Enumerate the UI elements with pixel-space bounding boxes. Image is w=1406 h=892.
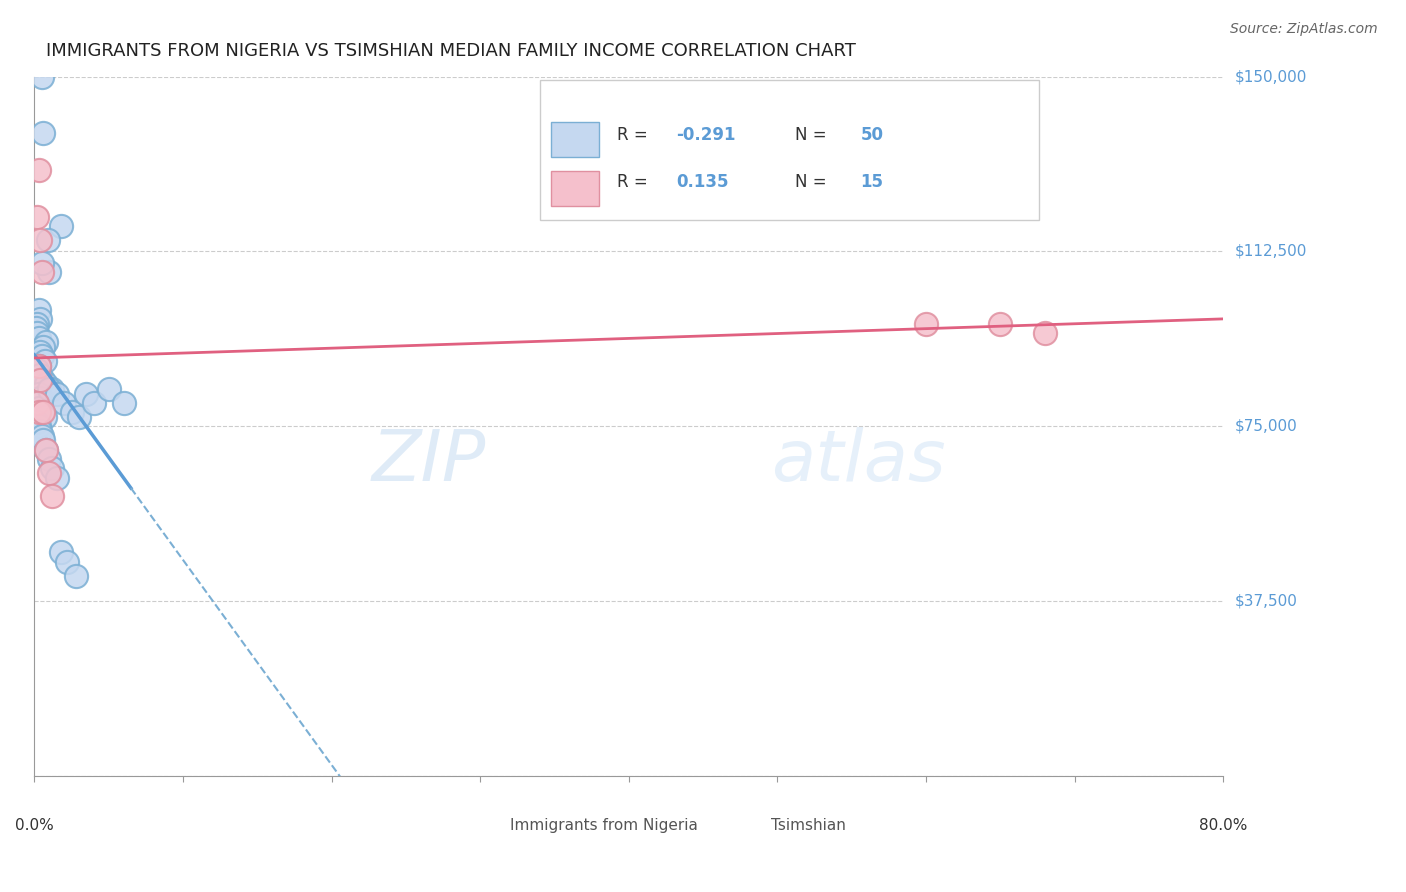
Point xyxy=(31,70,53,84)
Text: Immigrants from Nigeria: Immigrants from Nigeria xyxy=(510,818,697,832)
Text: $75,000: $75,000 xyxy=(1234,419,1296,434)
Text: $112,500: $112,500 xyxy=(1234,244,1306,259)
Point xyxy=(45,471,67,485)
Point xyxy=(38,265,60,279)
Text: R =: R = xyxy=(617,126,652,144)
Text: $150,000: $150,000 xyxy=(1234,69,1306,84)
Point xyxy=(35,335,58,350)
Point xyxy=(28,162,51,177)
Point xyxy=(56,555,79,569)
Point xyxy=(28,359,51,373)
Text: -0.291: -0.291 xyxy=(676,126,735,144)
Point xyxy=(65,568,87,582)
Point xyxy=(28,419,51,434)
Point xyxy=(41,382,63,396)
Point xyxy=(28,405,51,419)
Point xyxy=(27,415,49,429)
Text: ZIP: ZIP xyxy=(371,427,486,496)
Point xyxy=(32,373,55,387)
Point xyxy=(45,386,67,401)
Point xyxy=(30,312,52,326)
Point xyxy=(31,405,53,419)
FancyBboxPatch shape xyxy=(540,80,1039,220)
Point xyxy=(988,317,1011,331)
Point xyxy=(31,256,53,270)
Point xyxy=(67,410,90,425)
Text: 80.0%: 80.0% xyxy=(1199,818,1247,833)
Text: $37,500: $37,500 xyxy=(1234,594,1298,609)
FancyBboxPatch shape xyxy=(700,811,748,839)
Point xyxy=(27,363,49,377)
Text: 15: 15 xyxy=(860,172,883,191)
Point xyxy=(27,396,49,410)
Text: atlas: atlas xyxy=(772,427,946,496)
Point xyxy=(97,382,120,396)
Point xyxy=(25,321,48,335)
Point xyxy=(38,382,60,396)
Point xyxy=(28,401,51,415)
Point xyxy=(75,386,97,401)
Point xyxy=(30,344,52,359)
Text: 0.0%: 0.0% xyxy=(15,818,53,833)
Point xyxy=(32,340,55,354)
Point xyxy=(915,317,938,331)
Point xyxy=(35,442,58,457)
Point xyxy=(1033,326,1056,340)
Point xyxy=(31,265,53,279)
Point xyxy=(38,452,60,467)
Text: Tsimshian: Tsimshian xyxy=(772,818,846,832)
Text: N =: N = xyxy=(796,126,832,144)
Point xyxy=(27,326,49,340)
Point xyxy=(41,461,63,475)
Point xyxy=(30,373,52,387)
Point xyxy=(34,410,56,425)
Point xyxy=(112,396,135,410)
Text: IMMIGRANTS FROM NIGERIA VS TSIMSHIAN MEDIAN FAMILY INCOME CORRELATION CHART: IMMIGRANTS FROM NIGERIA VS TSIMSHIAN MED… xyxy=(46,42,856,60)
Point xyxy=(28,331,51,345)
Point xyxy=(28,386,51,401)
Point xyxy=(38,466,60,480)
Point xyxy=(32,126,55,140)
Point xyxy=(53,396,76,410)
Point xyxy=(60,405,83,419)
Point xyxy=(49,545,72,559)
Point xyxy=(30,392,52,406)
Text: 0.135: 0.135 xyxy=(676,172,728,191)
Point xyxy=(34,354,56,368)
Point xyxy=(28,302,51,317)
Point xyxy=(27,210,49,224)
Point xyxy=(27,396,49,410)
FancyBboxPatch shape xyxy=(551,122,599,157)
Text: N =: N = xyxy=(796,172,832,191)
FancyBboxPatch shape xyxy=(551,171,599,206)
Point xyxy=(37,233,59,247)
Point xyxy=(49,219,72,233)
FancyBboxPatch shape xyxy=(450,811,498,839)
Point xyxy=(32,434,55,448)
Point xyxy=(32,405,55,419)
Point xyxy=(83,396,105,410)
Point xyxy=(35,442,58,457)
Point xyxy=(27,317,49,331)
Text: 50: 50 xyxy=(860,126,883,144)
Point xyxy=(31,428,53,442)
Point xyxy=(31,350,53,364)
Text: Source: ZipAtlas.com: Source: ZipAtlas.com xyxy=(1230,22,1378,37)
Point xyxy=(35,377,58,392)
Text: R =: R = xyxy=(617,172,652,191)
Point xyxy=(30,368,52,383)
Point xyxy=(30,424,52,438)
Point xyxy=(41,489,63,503)
Point xyxy=(30,233,52,247)
Point xyxy=(28,359,51,373)
